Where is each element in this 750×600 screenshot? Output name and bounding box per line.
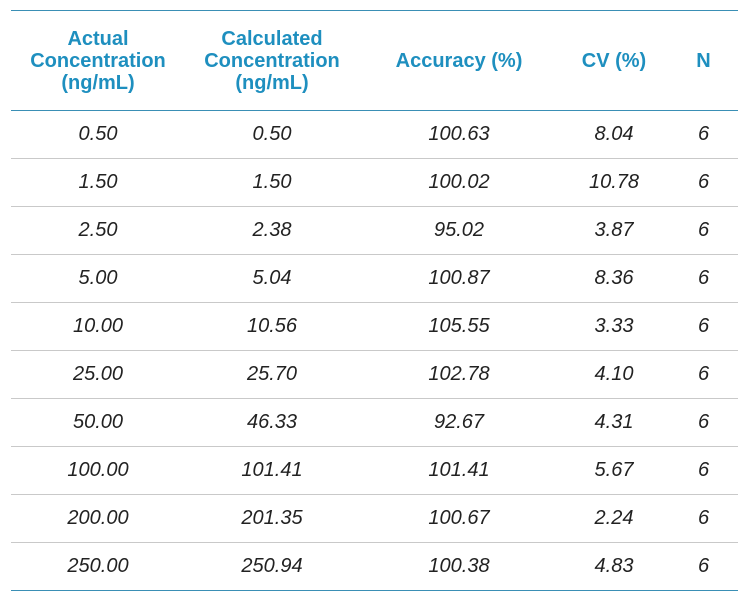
cell-n: 6 [669, 350, 738, 399]
cell-accuracy: 100.63 [359, 110, 559, 159]
header-actual-concentration: Actual Concentration (ng/mL) [11, 10, 185, 111]
table-row: 25.00 25.70 102.78 4.10 6 [11, 350, 738, 399]
accuracy-table-container: Actual Concentration (ng/mL) Calculated … [11, 10, 738, 591]
cell-calculated-concentration: 25.70 [185, 350, 359, 399]
cell-calculated-concentration: 250.94 [185, 542, 359, 591]
cell-accuracy: 100.67 [359, 494, 559, 543]
cell-actual-concentration: 200.00 [11, 494, 185, 543]
cell-cv: 5.67 [559, 446, 669, 495]
table-row: 200.00 201.35 100.67 2.24 6 [11, 494, 738, 543]
cell-accuracy: 100.38 [359, 542, 559, 591]
table-row: 100.00 101.41 101.41 5.67 6 [11, 446, 738, 495]
cell-cv: 3.87 [559, 206, 669, 255]
cell-n: 6 [669, 302, 738, 351]
table-row: 5.00 5.04 100.87 8.36 6 [11, 254, 738, 303]
header-cv: CV (%) [559, 10, 669, 111]
cell-actual-concentration: 2.50 [11, 206, 185, 255]
cell-n: 6 [669, 206, 738, 255]
cell-calculated-concentration: 101.41 [185, 446, 359, 495]
cell-accuracy: 95.02 [359, 206, 559, 255]
cell-cv: 4.10 [559, 350, 669, 399]
cell-actual-concentration: 5.00 [11, 254, 185, 303]
cell-actual-concentration: 25.00 [11, 350, 185, 399]
cell-actual-concentration: 10.00 [11, 302, 185, 351]
cell-accuracy: 100.02 [359, 158, 559, 207]
cell-actual-concentration: 100.00 [11, 446, 185, 495]
header-calculated-concentration: Calculated Concentration (ng/mL) [185, 10, 359, 111]
cell-actual-concentration: 50.00 [11, 398, 185, 447]
cell-calculated-concentration: 201.35 [185, 494, 359, 543]
header-n: N [669, 10, 738, 111]
cell-accuracy: 100.87 [359, 254, 559, 303]
table-header: Actual Concentration (ng/mL) Calculated … [11, 10, 738, 111]
table-row: 50.00 46.33 92.67 4.31 6 [11, 398, 738, 447]
cell-accuracy: 101.41 [359, 446, 559, 495]
cell-calculated-concentration: 5.04 [185, 254, 359, 303]
table-body: 0.50 0.50 100.63 8.04 6 1.50 1.50 100.02 10.78 6 2… [11, 110, 738, 591]
cell-calculated-concentration: 46.33 [185, 398, 359, 447]
cell-n: 6 [669, 542, 738, 591]
cell-calculated-concentration: 10.56 [185, 302, 359, 351]
cell-calculated-concentration: 0.50 [185, 110, 359, 159]
cell-cv: 8.04 [559, 110, 669, 159]
table-row: 250.00 250.94 100.38 4.83 6 [11, 542, 738, 591]
table-row: 2.50 2.38 95.02 3.87 6 [11, 206, 738, 255]
cell-actual-concentration: 250.00 [11, 542, 185, 591]
table-row: 1.50 1.50 100.02 10.78 6 [11, 158, 738, 207]
cell-calculated-concentration: 2.38 [185, 206, 359, 255]
cell-actual-concentration: 1.50 [11, 158, 185, 207]
cell-n: 6 [669, 110, 738, 159]
cell-cv: 4.31 [559, 398, 669, 447]
header-accuracy: Accuracy (%) [359, 10, 559, 111]
cell-calculated-concentration: 1.50 [185, 158, 359, 207]
cell-n: 6 [669, 494, 738, 543]
cell-cv: 8.36 [559, 254, 669, 303]
cell-accuracy: 105.55 [359, 302, 559, 351]
cell-cv: 2.24 [559, 494, 669, 543]
cell-cv: 4.83 [559, 542, 669, 591]
cell-accuracy: 102.78 [359, 350, 559, 399]
cell-accuracy: 92.67 [359, 398, 559, 447]
accuracy-table: Actual Concentration (ng/mL) Calculated … [11, 10, 738, 591]
cell-n: 6 [669, 158, 738, 207]
table-row: 10.00 10.56 105.55 3.33 6 [11, 302, 738, 351]
cell-cv: 3.33 [559, 302, 669, 351]
cell-n: 6 [669, 446, 738, 495]
cell-n: 6 [669, 398, 738, 447]
cell-cv: 10.78 [559, 158, 669, 207]
header-row: Actual Concentration (ng/mL) Calculated … [11, 10, 738, 111]
table-row: 0.50 0.50 100.63 8.04 6 [11, 110, 738, 159]
cell-actual-concentration: 0.50 [11, 110, 185, 159]
cell-n: 6 [669, 254, 738, 303]
